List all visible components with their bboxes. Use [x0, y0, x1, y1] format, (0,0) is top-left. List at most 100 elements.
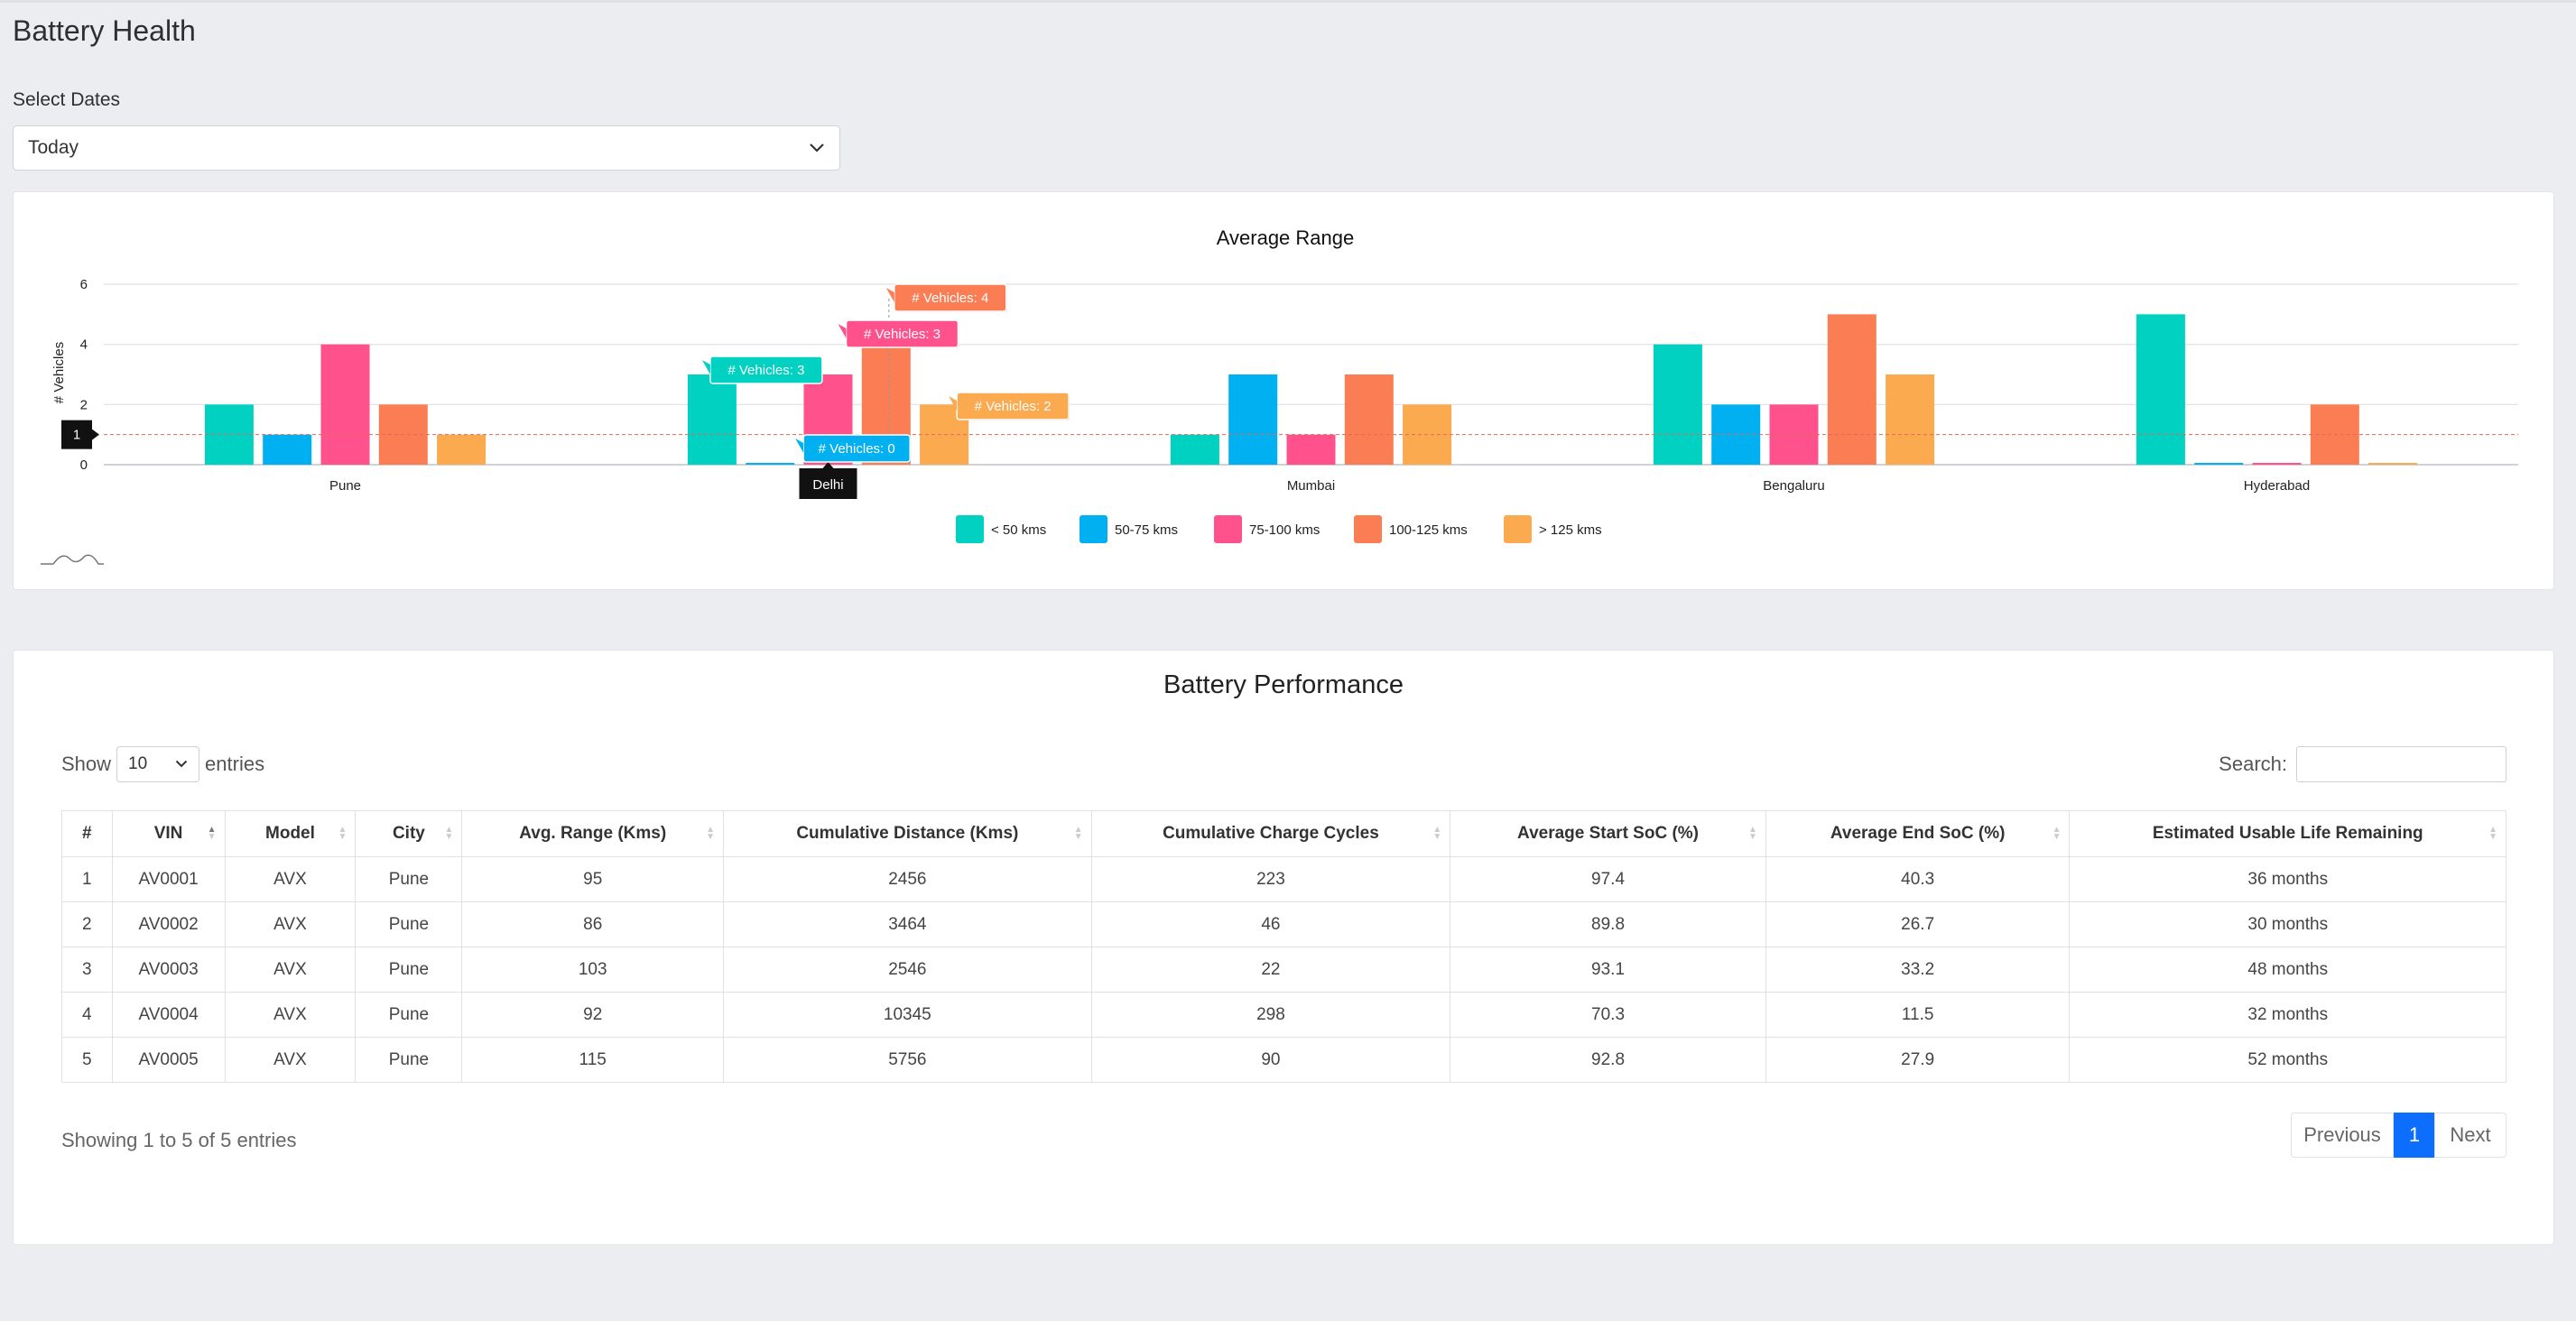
table-cell: 3464 [723, 901, 1092, 947]
table-cell: 40.3 [1765, 856, 2071, 902]
bar[interactable] [1886, 374, 1935, 465]
column-header[interactable]: Average End SoC (%) ▲ ▼ [1765, 810, 2071, 857]
table-row: 4 AV0004 AVX Pune 92 10345 298 70.3 11.5 32 month… [61, 992, 2507, 1038]
column-header-label: # [82, 824, 92, 843]
select-dates-dropdown[interactable]: Today [13, 125, 840, 171]
column-header[interactable]: VIN ▲ ▼ [111, 810, 226, 857]
legend-swatch [956, 515, 984, 543]
legend-item[interactable]: < 50 kms [956, 515, 1046, 543]
bar[interactable] [1653, 344, 1702, 465]
column-header[interactable]: Cumulative Distance (Kms) ▲ ▼ [723, 810, 1092, 857]
page-length-select[interactable]: 10 [116, 746, 200, 782]
column-header[interactable]: City ▲ ▼ [355, 810, 463, 857]
table-cell: 26.7 [1765, 901, 2071, 947]
bar[interactable] [2368, 463, 2418, 465]
table-cell: Pune [355, 901, 463, 947]
table-cell: 89.8 [1450, 901, 1766, 947]
legend-label: > 125 kms [1539, 522, 1602, 538]
svg-text:# Vehicles: 4: # Vehicles: 4 [912, 291, 988, 306]
table-cell: 2 [61, 901, 113, 947]
legend-swatch [1080, 515, 1107, 543]
battery-performance-card: Battery Performance Show 10 entries Sear… [13, 650, 2554, 1245]
bar[interactable] [1170, 434, 1219, 465]
table-row: 3 AV0003 AVX Pune 103 2546 22 93.1 33.2 48 months [61, 947, 2507, 993]
table-header-row: # VIN ▲ ▼ Model ▲ ▼ City ▲ ▼ Avg. Range (Kms) ▲ ▼ Cum… [61, 810, 2507, 857]
bar[interactable] [1286, 434, 1336, 465]
bar[interactable] [1228, 374, 1278, 465]
table-cell: 48 months [2069, 947, 2507, 993]
bar[interactable] [2136, 314, 2185, 465]
bar[interactable] [320, 344, 370, 465]
chevron-down-icon [810, 143, 824, 152]
select-dates-value: Today [28, 137, 79, 158]
table-cell: 46 [1090, 901, 1451, 947]
legend-item[interactable]: 50-75 kms [1080, 515, 1178, 543]
column-header-label: Average End SoC (%) [1830, 824, 2006, 843]
legend-item[interactable]: 75-100 kms [1214, 515, 1320, 543]
table-cell: AV0004 [111, 992, 226, 1038]
x-tick-label: Pune [329, 478, 361, 494]
column-header-label: Cumulative Distance (Kms) [796, 824, 1019, 843]
search-input[interactable] [2296, 746, 2507, 782]
table-cell: 33.2 [1765, 947, 2071, 993]
bar[interactable] [1827, 314, 1876, 465]
table-cell: 95 [461, 856, 725, 902]
legend-item[interactable]: > 125 kms [1504, 515, 1602, 543]
column-header-label: Cumulative Charge Cycles [1163, 824, 1379, 843]
column-header-label: Estimated Usable Life Remaining [2152, 824, 2423, 843]
column-header[interactable]: Average Start SoC (%) ▲ ▼ [1450, 810, 1766, 857]
column-header[interactable]: Cumulative Charge Cycles ▲ ▼ [1090, 810, 1451, 857]
table-info: Showing 1 to 5 of 5 entries [61, 1129, 297, 1151]
table-cell: 97.4 [1450, 856, 1766, 902]
page-1-button[interactable]: 1 [2394, 1113, 2435, 1158]
table-cell: 2456 [723, 856, 1092, 902]
table-cell: 92.8 [1450, 1037, 1766, 1083]
next-page-button[interactable]: Next [2434, 1113, 2507, 1158]
column-header[interactable]: Estimated Usable Life Remaining ▲ ▼ [2069, 810, 2507, 857]
page-length-control: Show 10 entries [61, 746, 264, 782]
chevron-down-icon [175, 760, 188, 768]
column-header[interactable]: Model ▲ ▼ [224, 810, 357, 857]
table-cell: 30 months [2069, 901, 2507, 947]
bar[interactable] [263, 434, 312, 465]
legend-item[interactable]: 100-125 kms [1354, 515, 1468, 543]
column-header-label: VIN [153, 824, 183, 843]
bar[interactable] [746, 463, 795, 465]
pagination: Previous 1 Next [2291, 1113, 2507, 1158]
previous-page-button[interactable]: Previous [2291, 1113, 2394, 1158]
table-row: 1 AV0001 AVX Pune 95 2456 223 97.4 40.3 36 months [61, 856, 2507, 902]
table-cell: 92 [461, 992, 725, 1038]
sort-icon: ▲ ▼ [2052, 825, 2062, 842]
table-cell: 36 months [2069, 856, 2507, 902]
table-cell: 90 [1090, 1037, 1451, 1083]
table-cell: 5 [61, 1037, 113, 1083]
bar[interactable] [687, 374, 737, 465]
svg-text:Delhi: Delhi [812, 477, 843, 493]
bar-tooltip: # Vehicles: 4 [885, 283, 1007, 312]
sort-icon: ▲ ▼ [1073, 825, 1083, 842]
bar[interactable] [1344, 374, 1394, 465]
average-range-card: Average Range # Vehicles 0 2 4 6 Pune Delhi M… [13, 191, 2554, 590]
legend-swatch [1354, 515, 1382, 543]
column-header[interactable]: Avg. Range (Kms) ▲ ▼ [461, 810, 725, 857]
table-cell: AV0001 [111, 856, 226, 902]
x-tick-label: Hyderabad [2244, 478, 2310, 494]
y-axis-title: # Vehicles [51, 342, 67, 403]
table-cell: 115 [461, 1037, 725, 1083]
table-cell: 70.3 [1450, 992, 1766, 1038]
battery-performance-table: # VIN ▲ ▼ Model ▲ ▼ City ▲ ▼ Avg. Range (Kms) ▲ ▼ Cum… [61, 810, 2507, 1083]
legend-label: < 50 kms [991, 522, 1046, 538]
table-row: 5 AV0005 AVX Pune 115 5756 90 92.8 27.9 52 months [61, 1037, 2507, 1083]
bar[interactable] [437, 434, 486, 465]
bar[interactable] [2194, 463, 2244, 465]
table-cell: 86 [461, 901, 725, 947]
sort-icon: ▲ ▼ [1747, 825, 1757, 842]
table-cell: 93.1 [1450, 947, 1766, 993]
table-row: 2 AV0002 AVX Pune 86 3464 46 89.8 26.7 30 months [61, 901, 2507, 947]
bar[interactable] [2252, 463, 2302, 465]
select-dates-label: Select Dates [13, 89, 121, 110]
bar-tooltip: # Vehicles: 3 [701, 356, 823, 384]
table-cell: Pune [355, 856, 463, 902]
sort-icon: ▲ ▼ [444, 825, 454, 842]
wave-icon [41, 554, 104, 565]
